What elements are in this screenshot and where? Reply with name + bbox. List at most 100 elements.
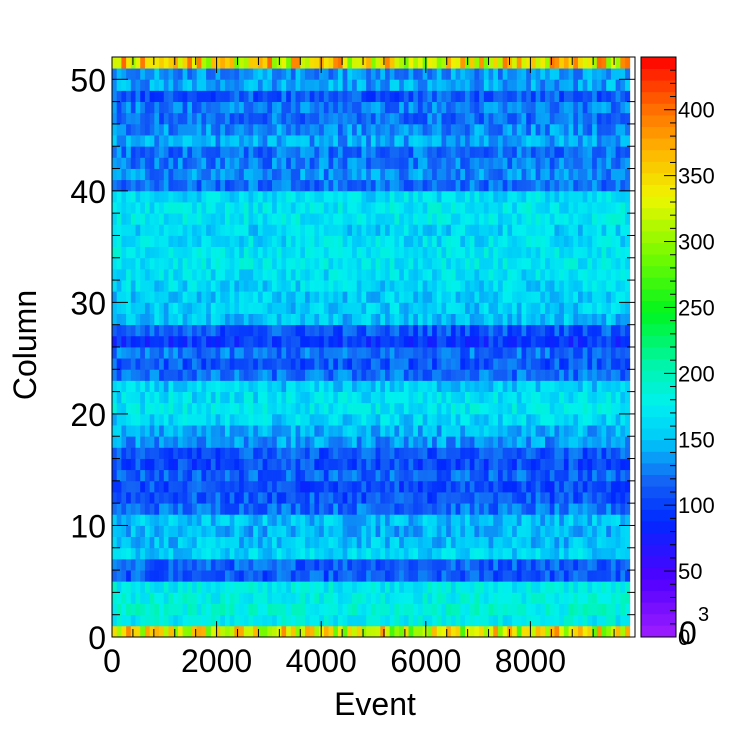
- heatmap-cell: [620, 168, 626, 181]
- heatmap-cell: [229, 391, 235, 404]
- heatmap-cell: [559, 536, 565, 549]
- heatmap-cell: [243, 525, 249, 538]
- heatmap-cell: [130, 447, 136, 459]
- heatmap-cell: [582, 413, 588, 426]
- heatmap-cell: [483, 257, 489, 270]
- heatmap-cell: [112, 257, 118, 270]
- heatmap-cell: [182, 592, 188, 604]
- heatmap-cell: [625, 525, 631, 538]
- heatmap-cell: [610, 268, 617, 281]
- heatmap-cell: [535, 313, 541, 326]
- heatmap-cell: [587, 570, 593, 582]
- heatmap-cell: [168, 581, 174, 593]
- heatmap-cell: [319, 614, 325, 627]
- heatmap-cell: [479, 469, 485, 482]
- heatmap-cell: [436, 425, 442, 437]
- heatmap-cell: [483, 570, 489, 582]
- heatmap-cell: [540, 592, 546, 604]
- heatmap-cell: [333, 291, 339, 303]
- heatmap-cell: [333, 313, 339, 326]
- heatmap-cell: [187, 202, 193, 214]
- heatmap-cell: [385, 480, 391, 493]
- heatmap-cell: [304, 614, 311, 627]
- heatmap-cell: [413, 570, 419, 582]
- heatmap-cell: [286, 324, 292, 337]
- heatmap-cell: [460, 425, 466, 437]
- heatmap-cell: [465, 324, 471, 337]
- heatmap-cell: [389, 358, 395, 370]
- heatmap-cell: [352, 146, 358, 158]
- heatmap-cell: [521, 503, 527, 515]
- heatmap-cell: [135, 625, 141, 638]
- heatmap-cell: [262, 536, 268, 549]
- heatmap-cell: [248, 570, 254, 582]
- heatmap-cell: [441, 547, 447, 560]
- heatmap-cell: [399, 614, 405, 627]
- heatmap-cell: [210, 558, 216, 571]
- heatmap-cell: [168, 603, 174, 616]
- heatmap-cell: [309, 246, 315, 259]
- heatmap-cell: [173, 123, 179, 136]
- heatmap-cell: [304, 603, 311, 616]
- heatmap-cell: [436, 335, 442, 348]
- heatmap-cell: [177, 224, 184, 236]
- heatmap-cell: [201, 492, 207, 504]
- heatmap-cell: [300, 603, 306, 616]
- heatmap-cell: [267, 235, 273, 248]
- heatmap-cell: [361, 558, 367, 571]
- heatmap-cell: [394, 503, 400, 515]
- heatmap-cell: [516, 224, 522, 236]
- heatmap-cell: [427, 625, 433, 638]
- heatmap-cell: [483, 291, 489, 303]
- heatmap-cell: [559, 570, 565, 582]
- heatmap-cell: [568, 402, 574, 415]
- heatmap-cell: [545, 380, 551, 393]
- heatmap-cell: [361, 246, 367, 259]
- heatmap-cell: [563, 235, 569, 248]
- heatmap-cell: [549, 547, 555, 560]
- heatmap-cell: [135, 436, 141, 448]
- heatmap-cell: [465, 425, 471, 437]
- heatmap-cell: [403, 179, 409, 192]
- heatmap-cell: [177, 547, 184, 560]
- heatmap-cell: [530, 413, 537, 426]
- heatmap-cell: [286, 492, 292, 504]
- heatmap-cell: [229, 581, 235, 593]
- heatmap-cell: [413, 135, 419, 147]
- heatmap-cell: [502, 179, 508, 192]
- heatmap-cell: [493, 157, 499, 169]
- heatmap-cell: [276, 469, 282, 482]
- heatmap-cell: [497, 380, 504, 393]
- heatmap-cell: [163, 525, 169, 538]
- heatmap-cell: [545, 179, 551, 192]
- heatmap-cell: [224, 291, 231, 303]
- heatmap-cell: [483, 190, 489, 203]
- heatmap-cell: [441, 202, 447, 214]
- heatmap-cell: [408, 547, 414, 560]
- heatmap-cell: [140, 235, 146, 248]
- heatmap-cell: [568, 480, 574, 493]
- heatmap-cell: [352, 547, 358, 560]
- heatmap-cell: [229, 123, 235, 136]
- heatmap-cell: [337, 581, 344, 593]
- heatmap-cell: [182, 492, 188, 504]
- heatmap-cell: [112, 391, 118, 404]
- heatmap-cell: [130, 246, 136, 259]
- heatmap-cell: [286, 469, 292, 482]
- heatmap-cell: [417, 436, 424, 448]
- heatmap-cell: [182, 213, 188, 225]
- heatmap-cell: [568, 335, 574, 348]
- heatmap-cell: [116, 514, 122, 526]
- heatmap-cell: [243, 614, 249, 627]
- heatmap-cell: [168, 190, 174, 203]
- heatmap-cell: [215, 347, 221, 359]
- heatmap-cell: [239, 291, 245, 303]
- heatmap-cell: [521, 224, 527, 236]
- heatmap-cell: [243, 168, 249, 181]
- heatmap-cell: [192, 268, 198, 281]
- heatmap-cell: [549, 480, 555, 493]
- heatmap-cell: [347, 603, 353, 616]
- heatmap-cell: [144, 536, 151, 549]
- heatmap-cell: [366, 202, 372, 214]
- heatmap-cell: [450, 313, 457, 326]
